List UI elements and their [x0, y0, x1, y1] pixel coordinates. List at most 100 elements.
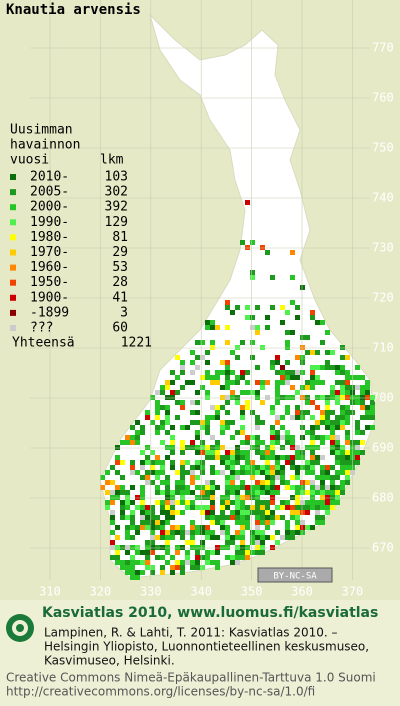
observation — [310, 490, 315, 495]
observation — [225, 300, 230, 305]
observation — [355, 420, 360, 425]
observation — [165, 405, 170, 410]
observation — [250, 505, 255, 510]
observation — [195, 365, 200, 370]
legend-swatch — [10, 309, 16, 316]
observation — [195, 410, 200, 415]
east-label: 370 — [342, 585, 364, 599]
observation — [265, 525, 270, 530]
observation — [215, 485, 220, 490]
observation — [165, 510, 170, 515]
observation — [250, 270, 255, 275]
observation — [320, 490, 325, 495]
observation — [200, 525, 205, 530]
observation — [210, 375, 215, 380]
observation — [310, 460, 315, 465]
observation — [255, 495, 260, 500]
observation — [330, 385, 335, 390]
observation — [295, 410, 300, 415]
observation — [220, 420, 225, 425]
observation — [190, 445, 195, 450]
observation — [260, 450, 265, 455]
observation — [275, 540, 280, 545]
observation — [165, 415, 170, 420]
observation — [225, 485, 230, 490]
observation — [165, 545, 170, 550]
observation — [340, 385, 345, 390]
observation — [295, 465, 300, 470]
observation — [235, 515, 240, 520]
observation — [205, 375, 210, 380]
observation — [195, 560, 200, 565]
observation — [275, 440, 280, 445]
observation — [170, 440, 175, 445]
observation — [150, 530, 155, 535]
observation — [220, 455, 225, 460]
observation — [320, 470, 325, 475]
observation — [205, 430, 210, 435]
observation — [345, 410, 350, 415]
observation — [210, 510, 215, 515]
observation — [140, 520, 145, 525]
observation — [200, 445, 205, 450]
observation — [240, 410, 245, 415]
observation — [310, 385, 315, 390]
observation — [265, 315, 270, 320]
observation — [250, 340, 255, 345]
observation — [180, 525, 185, 530]
observation — [210, 415, 215, 420]
observation — [280, 395, 285, 400]
observation — [180, 465, 185, 470]
observation — [290, 385, 295, 390]
observation — [240, 515, 245, 520]
observation — [240, 530, 245, 535]
observation — [330, 420, 335, 425]
observation — [260, 500, 265, 505]
observation — [245, 455, 250, 460]
observation — [195, 390, 200, 395]
observation — [260, 470, 265, 475]
observation — [245, 380, 250, 385]
observation — [235, 490, 240, 495]
observation — [275, 420, 280, 425]
observation — [145, 480, 150, 485]
observation — [295, 455, 300, 460]
north-label: 670 — [372, 541, 394, 555]
citation-line: Kasvimuseo, Helsinki. — [44, 654, 175, 668]
observation — [255, 485, 260, 490]
legend-count: 29 — [112, 245, 128, 260]
observation — [270, 405, 275, 410]
observation — [175, 355, 180, 360]
observation — [320, 495, 325, 500]
observation — [225, 480, 230, 485]
observation — [230, 420, 235, 425]
observation — [240, 415, 245, 420]
observation — [240, 390, 245, 395]
observation — [170, 445, 175, 450]
observation — [155, 485, 160, 490]
observation — [285, 480, 290, 485]
observation — [320, 415, 325, 420]
observation — [280, 375, 285, 380]
legend-swatch — [10, 294, 16, 301]
observation — [255, 445, 260, 450]
observation — [335, 460, 340, 465]
observation — [160, 465, 165, 470]
observation — [275, 385, 280, 390]
observation — [205, 495, 210, 500]
citation-line: Lampinen, R. & Lahti, T. 2011: Kasviatla… — [44, 626, 338, 640]
observation — [130, 440, 135, 445]
observation — [125, 535, 130, 540]
observation — [200, 530, 205, 535]
observation — [330, 450, 335, 455]
observation — [200, 340, 205, 345]
observation — [210, 560, 215, 565]
observation — [150, 515, 155, 520]
observation — [295, 510, 300, 515]
observation — [305, 490, 310, 495]
observation — [295, 390, 300, 395]
observation — [340, 445, 345, 450]
observation — [250, 275, 255, 280]
observation — [205, 560, 210, 565]
observation — [225, 425, 230, 430]
